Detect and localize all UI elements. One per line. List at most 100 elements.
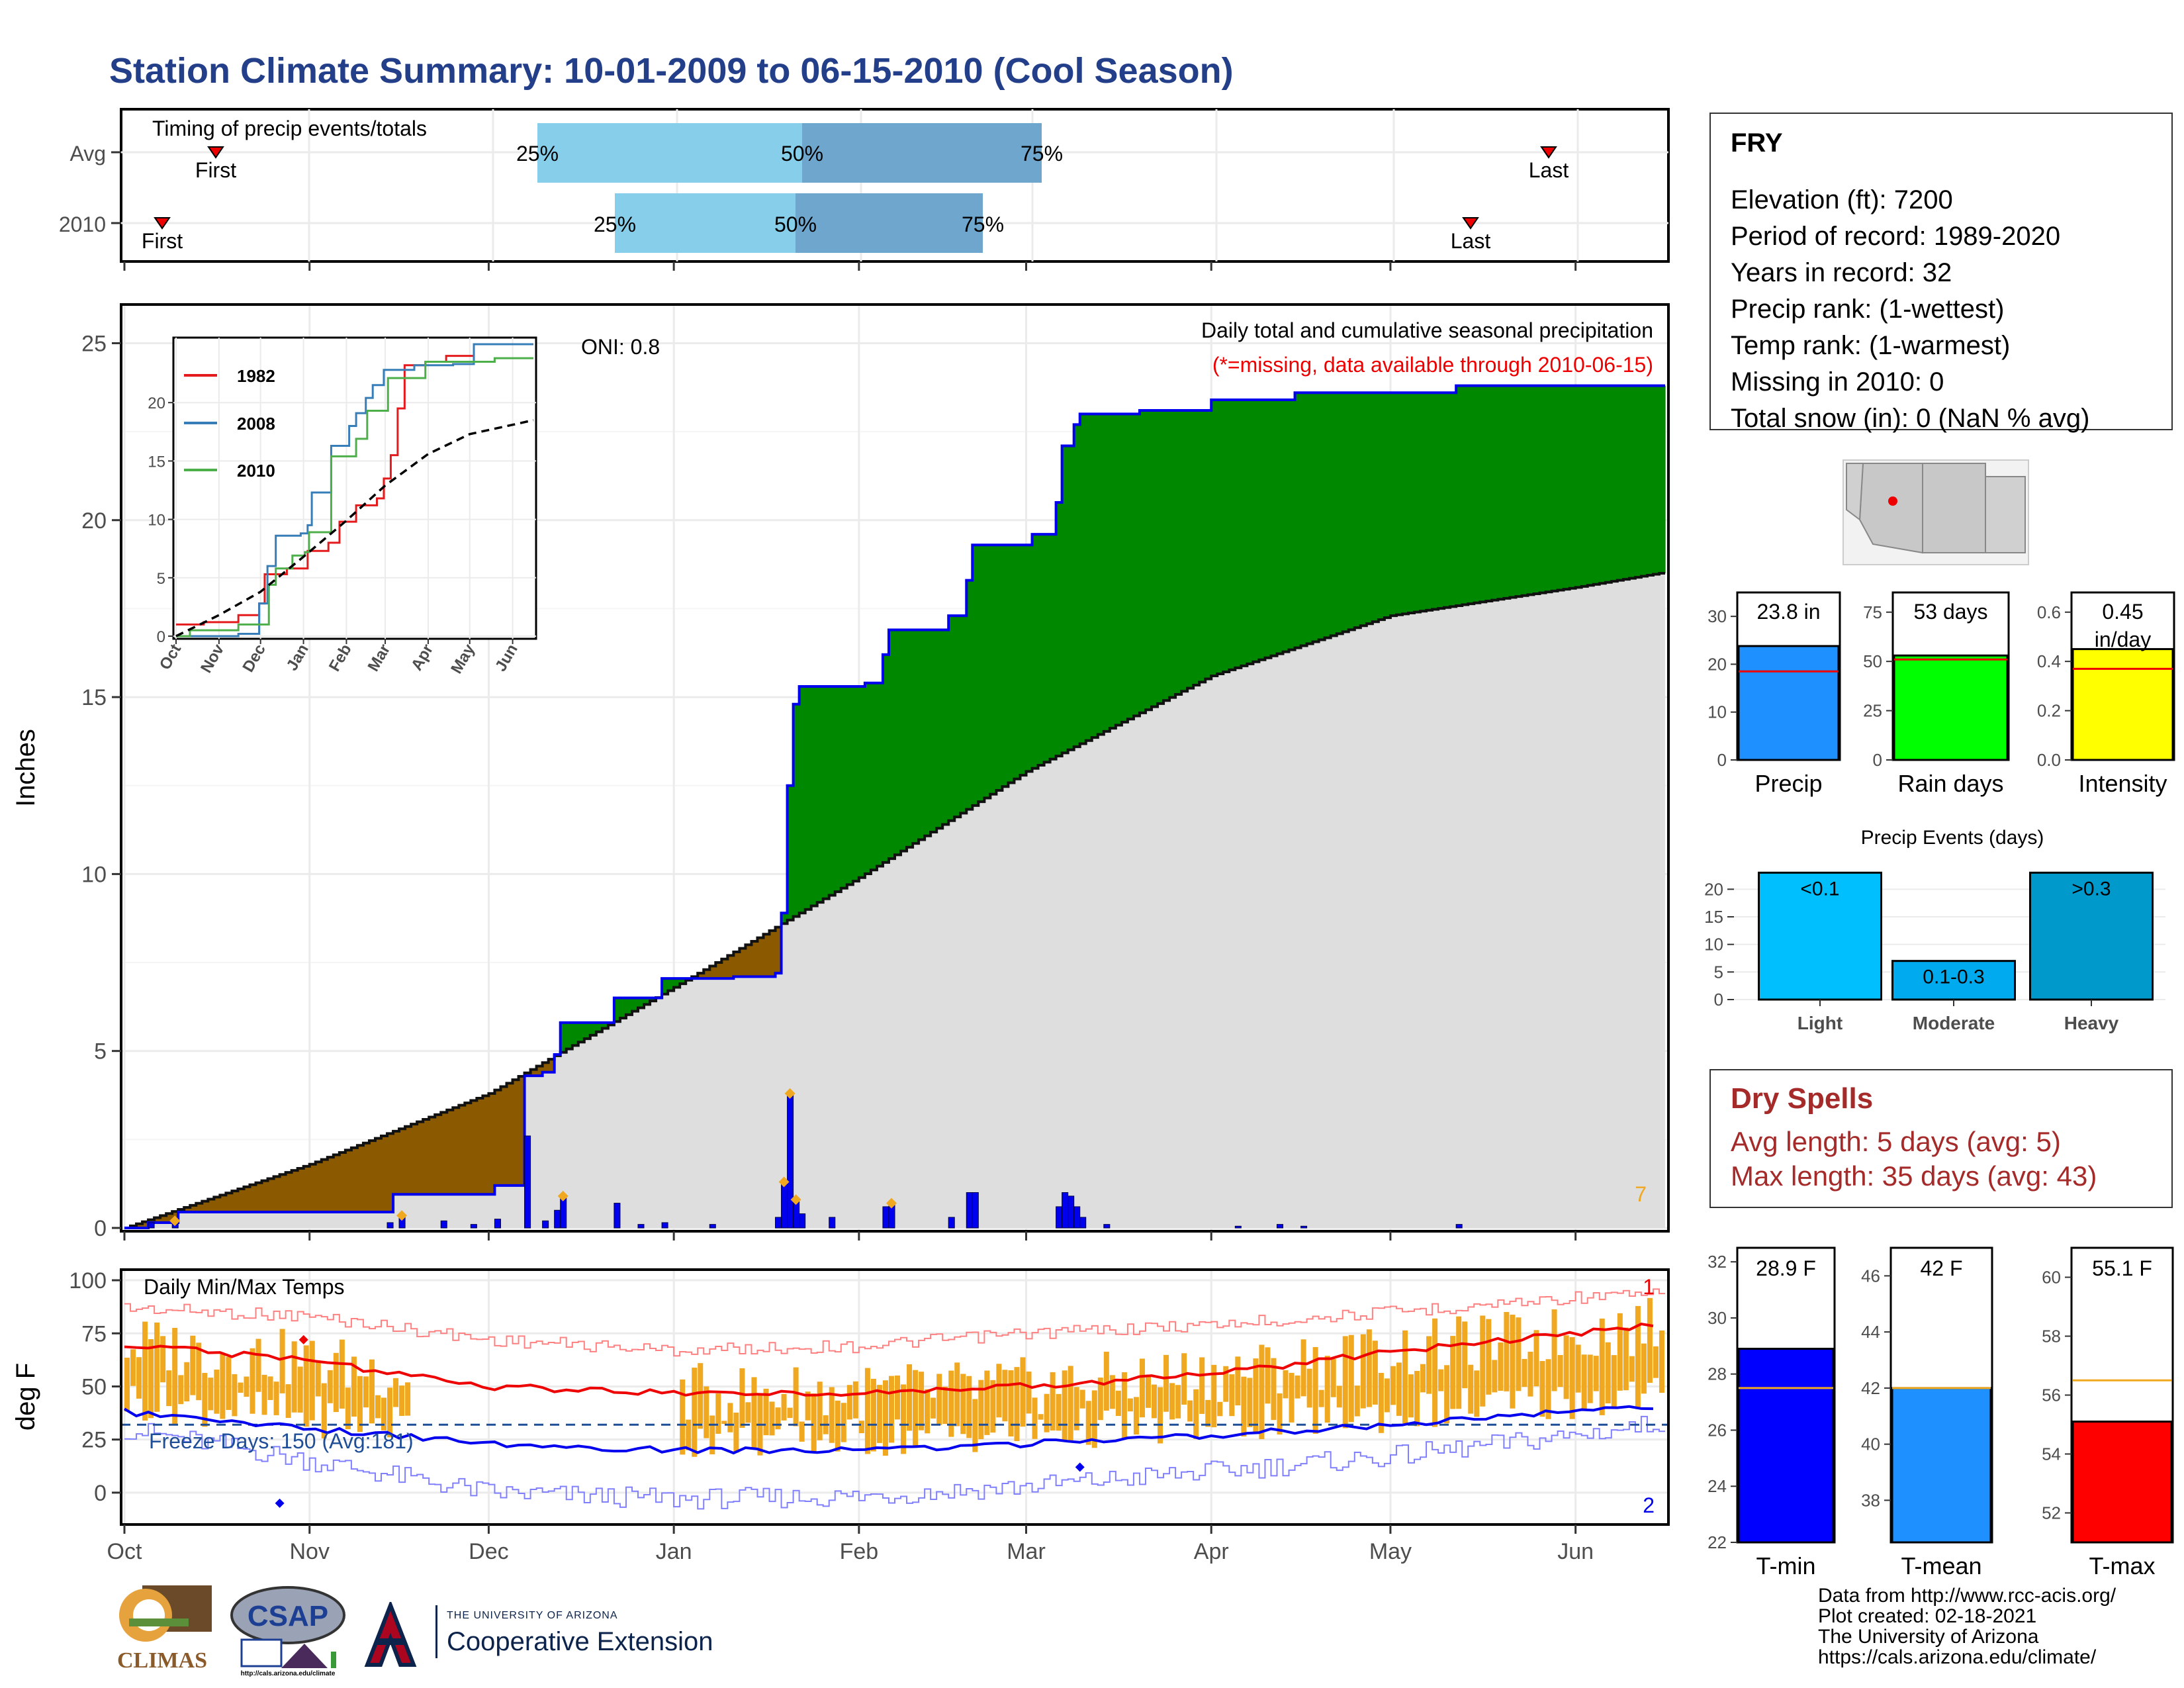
above-avg-day (1133, 414, 1140, 716)
heavy-event-marker (778, 1176, 790, 1188)
daily-temp-bar (1611, 1355, 1617, 1409)
daily-temp-bar (1581, 1354, 1587, 1409)
events-ytick-label: 20 (1704, 879, 1723, 899)
above-avg-day (1223, 400, 1230, 672)
daily-temp-bar (972, 1399, 978, 1452)
region-map (1843, 459, 2029, 565)
above-avg-day (1599, 385, 1606, 584)
inset-ytick-label: 15 (148, 453, 165, 471)
above-avg-day (614, 998, 621, 1022)
daily-temp-bar (136, 1357, 142, 1399)
above-avg-day (1432, 393, 1439, 610)
daily-temp-bar (1079, 1389, 1085, 1409)
above-avg-day (829, 686, 836, 896)
below-avg-day (244, 1186, 251, 1212)
above-avg-day (584, 1022, 591, 1039)
daily-temp-bar (1516, 1317, 1522, 1391)
daily-temp-bar (184, 1362, 190, 1402)
month-label: Feb (840, 1539, 879, 1564)
above-avg-day (984, 545, 991, 798)
above-avg-day (1020, 545, 1027, 776)
daily-temp-bar (817, 1382, 823, 1440)
below-avg-day (745, 945, 752, 977)
inset-series-avg (175, 418, 534, 637)
above-avg-day (1068, 445, 1075, 750)
temp-bar-ytick-label: 30 (1707, 1308, 1727, 1328)
daily-temp-bar (805, 1391, 811, 1421)
daily-temp-bar (686, 1419, 692, 1450)
daily-temp-bar (1169, 1383, 1175, 1420)
main-ytick-label: 15 (81, 685, 107, 710)
above-avg-day (954, 616, 961, 818)
summary-bar-ytick-label: 25 (1863, 701, 1882, 721)
main-ytick-label: 0 (94, 1216, 107, 1241)
daily-temp-bar (297, 1366, 303, 1413)
above-avg-day (1498, 385, 1504, 600)
dry-spells-max: Max length: 35 days (avg: 43) (1731, 1160, 2097, 1192)
daily-temp-bar (1253, 1358, 1259, 1433)
climas-logo: CLIMAS (109, 1585, 215, 1681)
daily-temp-bar (1295, 1375, 1300, 1399)
above-avg-day (1079, 414, 1087, 744)
daily-precip-bar (775, 1217, 782, 1229)
daily-temp-bar (196, 1342, 202, 1401)
timing-row-avg: Avg (69, 142, 106, 165)
daily-temp-bar (1563, 1335, 1569, 1399)
temp-bar-value: 55.1 F (2092, 1256, 2152, 1280)
summary-bar-xlabel: Precip (1754, 770, 1822, 797)
daily-temp-bar (1283, 1370, 1289, 1399)
below-avg-day (471, 1100, 477, 1195)
above-avg-day (668, 978, 674, 991)
below-avg-day (423, 1119, 430, 1195)
daily-temp-bar (698, 1363, 704, 1429)
below-avg-day (196, 1203, 203, 1212)
daily-temp-bar (1575, 1344, 1581, 1393)
daily-precip-bar (799, 1213, 806, 1229)
summary-bar-ytick-label: 20 (1707, 654, 1727, 674)
temp-bar-value: 28.9 F (1756, 1256, 1816, 1280)
above-avg-day (638, 998, 645, 1008)
above-avg-day (1647, 385, 1654, 576)
record-max-line (124, 1288, 1665, 1357)
below-avg-day (220, 1195, 226, 1212)
daily-temp-bar (715, 1393, 721, 1434)
below-avg-day (733, 952, 740, 977)
daily-temp-bar (1623, 1327, 1629, 1391)
daily-temp-bar (1318, 1389, 1324, 1407)
daily-temp-bar (1527, 1351, 1533, 1397)
below-avg-day (232, 1191, 239, 1212)
above-avg-day (1300, 393, 1308, 646)
daily-temp-bar (1486, 1319, 1492, 1395)
daily-precip-bar (1056, 1206, 1063, 1229)
above-avg-day (864, 682, 872, 874)
below-avg-day (297, 1168, 304, 1212)
daily-temp-bar (1277, 1393, 1283, 1435)
timing-avg-first-marker (207, 146, 224, 159)
above-avg-day (1635, 385, 1642, 578)
main-precip-layers (124, 384, 1666, 1229)
timing-avg-p25: 25% (516, 142, 559, 165)
daily-temp-bar (166, 1370, 172, 1407)
legend-2010: 2010 (237, 461, 275, 481)
daily-temp-bar (1653, 1346, 1659, 1378)
daily-temp-bar (1510, 1315, 1516, 1409)
events-ytick-label: 15 (1704, 907, 1723, 927)
timing-2010-first: First (142, 229, 183, 253)
above-avg-day (1527, 385, 1535, 595)
above-avg-day (1605, 385, 1612, 583)
daily-temp-bar (990, 1380, 996, 1433)
temp-ytick-label: 50 (81, 1374, 107, 1399)
page-title: Station Climate Summary: 10-01-2009 to 0… (109, 51, 1234, 91)
above-avg-day (781, 913, 788, 924)
daily-temp-bar (1438, 1369, 1444, 1391)
below-avg-day (494, 1090, 502, 1186)
daily-precip-bar (494, 1219, 501, 1229)
daily-temp-bar (984, 1370, 990, 1435)
daily-temp-bar (1199, 1357, 1205, 1414)
above-avg-day (1336, 393, 1343, 634)
main-ylabel: Inches (11, 729, 40, 807)
daily-temp-bar (1026, 1371, 1032, 1414)
station-line: Years in record: 32 (1731, 258, 1952, 287)
daily-temp-bar (1133, 1397, 1139, 1435)
above-avg-day (978, 545, 985, 802)
